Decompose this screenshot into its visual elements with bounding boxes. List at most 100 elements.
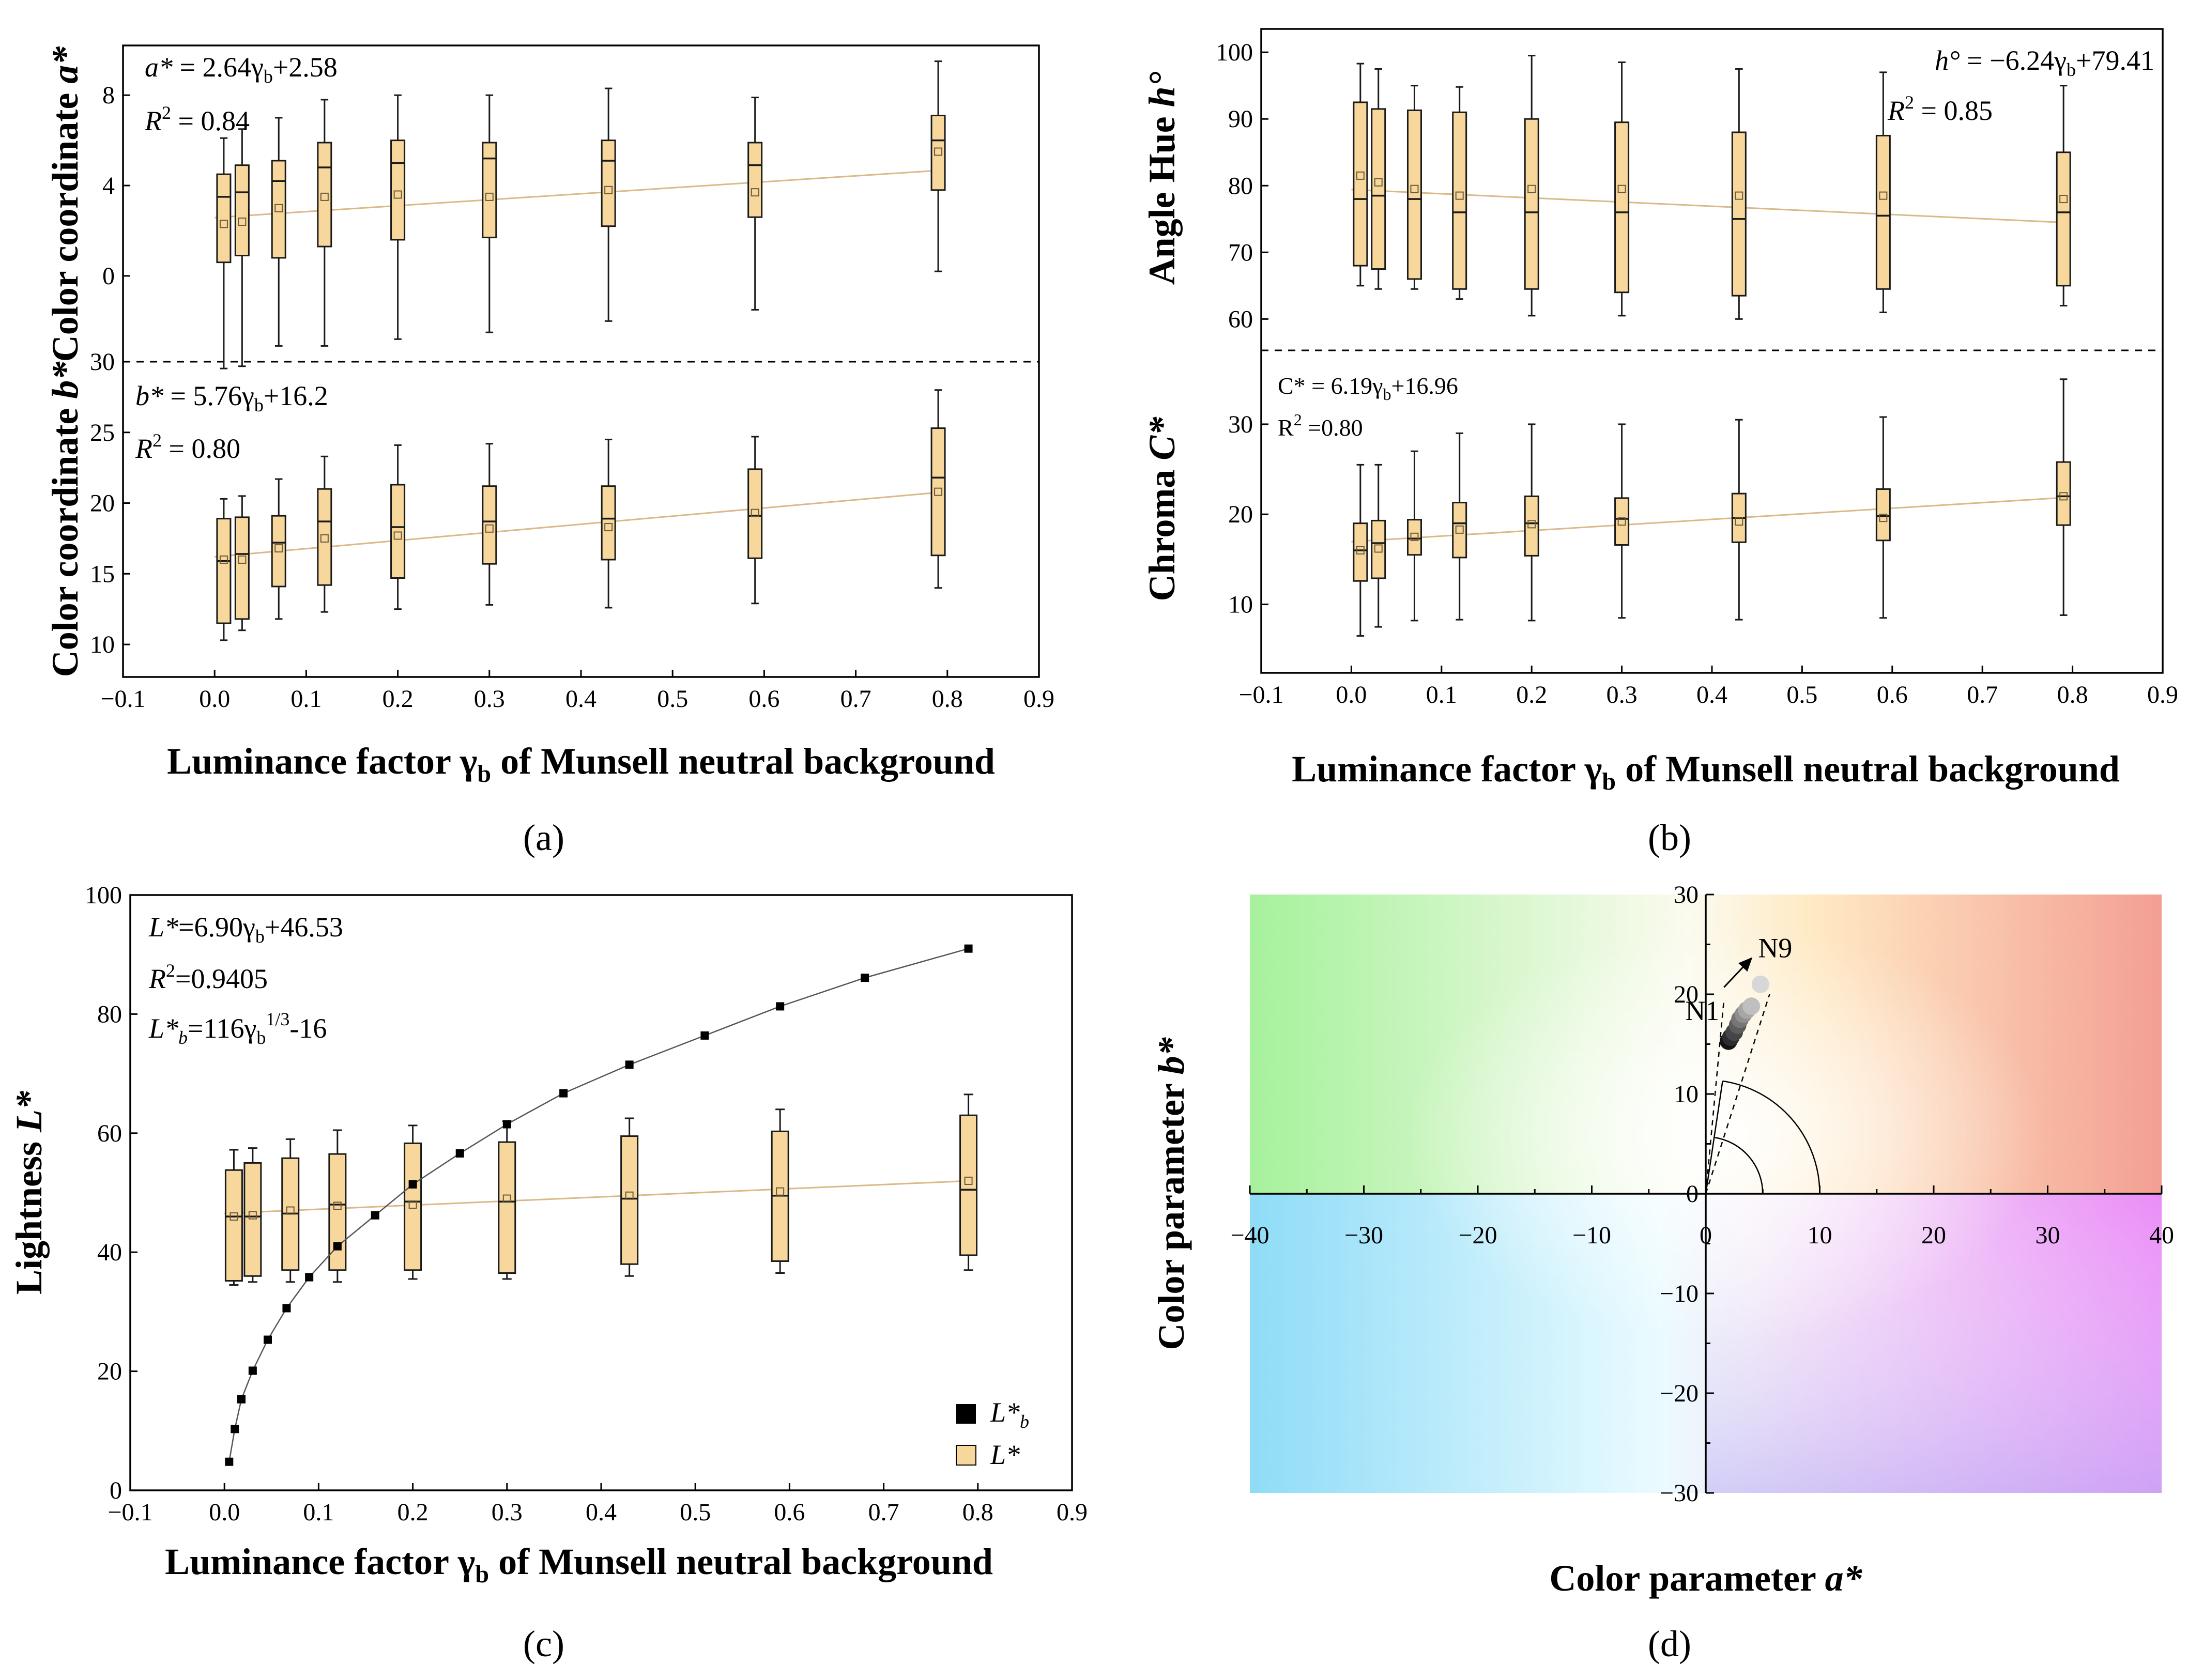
panel-d-plot: −40 −30 −20 −10 0 10 20 30 40 −30 −20 −10 0 10 20 30 N1 N… — [1230, 881, 2174, 1507]
panel-b: 60 70 80 90 100 10 20 30 −0.1 0.0 0.1 0.2 0.3 0.4 0.… — [1141, 28, 2178, 858]
box-mean-marker — [964, 1176, 973, 1185]
panel-a-label: (a) — [523, 817, 564, 858]
panel-b-top-equation: h° = −6.24γb+79.41 — [1935, 45, 2154, 80]
box-mean-marker — [286, 1206, 295, 1215]
panel-a-bottom-ylabel: Color coordinate b* — [44, 361, 86, 677]
x-tick-label: 10 — [1808, 1222, 1832, 1249]
x-tick-label: 40 — [2149, 1222, 2174, 1249]
y-tick-label: 25 — [90, 419, 115, 446]
box-mean-marker — [485, 192, 494, 201]
box-mean-marker — [1374, 178, 1383, 187]
box — [1875, 134, 1891, 290]
fit-line — [1351, 189, 2064, 223]
y-tick-label: −20 — [1660, 1380, 1699, 1407]
box-mean-marker — [1735, 517, 1743, 526]
box — [1875, 488, 1891, 542]
box-mean-marker — [1410, 532, 1419, 541]
box — [216, 518, 232, 624]
x-tick-label: −0.1 — [1238, 681, 1283, 708]
box — [601, 140, 616, 227]
y-tick-label: 15 — [90, 560, 115, 588]
x-tick-label: 0.5 — [680, 1499, 711, 1526]
x-tick-label: −0.1 — [100, 685, 145, 713]
y-tick-label: 40 — [97, 1239, 122, 1266]
x-tick-label: 0.3 — [474, 685, 505, 713]
label-n9: N9 — [1758, 933, 1792, 964]
box-mean-marker — [238, 217, 247, 226]
box — [601, 485, 616, 561]
x-tick-label: 0.3 — [492, 1499, 523, 1526]
x-tick-label: 0.7 — [840, 685, 871, 713]
box — [1371, 519, 1386, 579]
y-tick-label: 10 — [90, 631, 115, 658]
box-mean-marker — [393, 190, 402, 199]
x-tick-label: −10 — [1572, 1222, 1611, 1249]
lb-point — [625, 1060, 634, 1069]
box-mean-marker — [1735, 191, 1743, 200]
x-tick-label: 0.3 — [1606, 681, 1638, 708]
y-tick-label: 4 — [102, 172, 115, 199]
x-tick-label: 0.7 — [1967, 681, 1998, 708]
lb-point — [231, 1425, 239, 1434]
y-tick-label: 0 — [110, 1477, 122, 1504]
box-mean-marker — [604, 523, 613, 532]
lb-point — [333, 1242, 342, 1251]
box-mean-marker — [934, 487, 943, 496]
box-mean-marker — [333, 1201, 342, 1210]
box-mean-marker — [1356, 546, 1365, 554]
hue-angle-arc-outer — [1722, 1080, 1820, 1194]
box — [1406, 519, 1422, 556]
box-mean-marker — [1410, 184, 1419, 193]
fit-line — [224, 1180, 969, 1214]
y-tick-label: 90 — [1228, 105, 1253, 133]
box — [1452, 502, 1467, 559]
box — [243, 1162, 262, 1277]
x-tick-label: 0 — [1700, 1222, 1712, 1249]
box-mean-marker — [1527, 520, 1536, 529]
box-mean-marker — [934, 147, 943, 156]
x-tick-label: 0.1 — [1426, 681, 1457, 708]
x-tick-label: 0.5 — [1786, 681, 1817, 708]
box-mean-marker — [219, 555, 228, 564]
panel-a-bottom-equation: b* = 5.76γb+16.2 — [135, 380, 328, 415]
x-tick-label: −20 — [1458, 1222, 1497, 1249]
box-mean-marker — [502, 1194, 511, 1203]
y-tick-label: 30 — [1674, 881, 1699, 908]
x-tick-label: 0.2 — [382, 685, 414, 713]
panel-b-top-r2: R2 = 0.85 — [1887, 92, 1993, 126]
x-tick-label: 0.6 — [1877, 681, 1908, 708]
legend-label-lb: L*b — [990, 1397, 1029, 1432]
panel-c-frame — [129, 894, 1073, 1491]
x-tick-label: 0.0 — [1336, 681, 1367, 708]
box-mean-marker — [219, 220, 228, 228]
panel-a-top-ylabel: Color coordinate a* — [44, 46, 86, 362]
legend-swatch-l — [956, 1445, 976, 1466]
y-tick-label: 100 — [1216, 39, 1253, 66]
lb-point — [282, 1304, 291, 1313]
panel-c-legend: L*b L* — [956, 1397, 1029, 1470]
x-tick-label: 30 — [2036, 1222, 2060, 1249]
box — [404, 1142, 422, 1271]
box — [234, 164, 250, 257]
box-mean-marker — [238, 555, 247, 564]
lb-point — [700, 1031, 709, 1040]
box — [1524, 118, 1539, 290]
box — [482, 142, 497, 239]
x-tick-label: 0.4 — [1696, 681, 1727, 708]
box-mean-marker — [604, 186, 613, 194]
box — [216, 173, 232, 264]
lb-point — [305, 1273, 314, 1282]
y-tick-label: 10 — [1674, 1081, 1699, 1108]
lb-point — [225, 1457, 234, 1466]
panel-b-top-plot: 60 70 80 90 100 — [1216, 39, 2071, 333]
x-tick-label: 0.0 — [209, 1499, 240, 1526]
box-mean-marker — [751, 508, 759, 517]
direction-arrow — [1723, 957, 1753, 988]
panel-a-xlabel: Luminance factor γb of Munsell neutral b… — [167, 741, 995, 788]
y-tick-label: 60 — [1228, 305, 1253, 333]
box — [2056, 461, 2071, 526]
panel-b-x-ticks: −0.1 0.0 0.1 0.2 0.3 0.4 0.5 0.6 0.7 0.8 0.9 — [1238, 666, 2178, 708]
box-mean-marker — [1617, 517, 1626, 526]
x-tick-label: 20 — [1921, 1222, 1946, 1249]
y-tick-label: 100 — [85, 882, 122, 909]
